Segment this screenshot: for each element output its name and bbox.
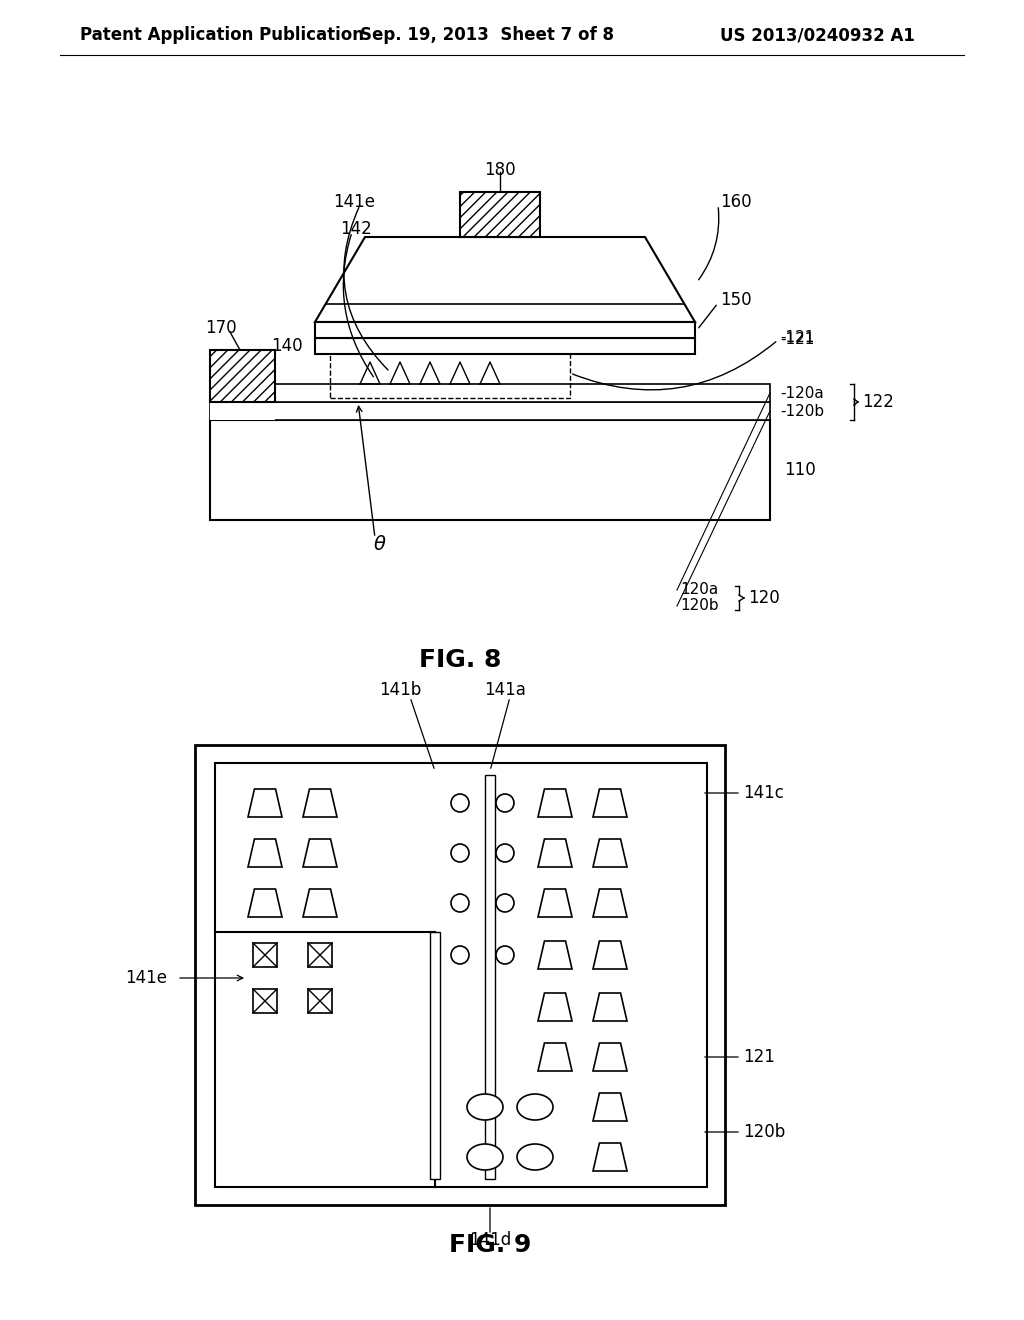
Polygon shape [593, 789, 627, 817]
Text: FIG. 9: FIG. 9 [449, 1233, 531, 1257]
Text: -121: -121 [780, 333, 814, 347]
Polygon shape [538, 1043, 572, 1071]
Polygon shape [593, 840, 627, 867]
Ellipse shape [467, 1094, 503, 1119]
Polygon shape [593, 888, 627, 917]
Text: 180: 180 [484, 161, 516, 180]
Polygon shape [593, 993, 627, 1020]
Text: 120b: 120b [743, 1123, 785, 1140]
Circle shape [451, 946, 469, 964]
Text: 141c: 141c [743, 784, 784, 803]
Ellipse shape [517, 1094, 553, 1119]
Bar [253, 989, 278, 1012]
Text: $\theta$: $\theta$ [373, 536, 387, 554]
Text: US 2013/0240932 A1: US 2013/0240932 A1 [720, 26, 914, 44]
Bar [210, 384, 770, 403]
Ellipse shape [467, 1144, 503, 1170]
Polygon shape [248, 840, 282, 867]
Polygon shape [303, 840, 337, 867]
Bar [330, 348, 570, 399]
Bar [460, 191, 540, 238]
Text: Patent Application Publication: Patent Application Publication [80, 26, 364, 44]
Text: 141d: 141d [469, 1232, 511, 1249]
Text: 160: 160 [720, 193, 752, 211]
Bar [210, 403, 770, 420]
Bar [485, 775, 495, 1179]
Text: 120: 120 [748, 589, 779, 607]
Text: Sep. 19, 2013  Sheet 7 of 8: Sep. 19, 2013 Sheet 7 of 8 [360, 26, 614, 44]
Polygon shape [593, 1043, 627, 1071]
Text: 122: 122 [862, 393, 894, 411]
Text: FIG. 8: FIG. 8 [419, 648, 501, 672]
Text: 140: 140 [271, 337, 303, 355]
Text: 141e: 141e [333, 193, 375, 211]
Circle shape [496, 894, 514, 912]
Polygon shape [538, 941, 572, 969]
Circle shape [496, 795, 514, 812]
Bar [210, 384, 275, 420]
Text: 141b: 141b [379, 681, 421, 700]
Text: 110: 110 [784, 461, 816, 479]
Text: 121: 121 [743, 1048, 775, 1067]
Bar [315, 322, 695, 338]
Bar [253, 942, 278, 968]
Polygon shape [303, 789, 337, 817]
Ellipse shape [517, 1144, 553, 1170]
Bar [315, 338, 695, 354]
Bar [210, 420, 770, 520]
Text: -121: -121 [780, 330, 814, 346]
Polygon shape [315, 238, 695, 322]
Polygon shape [248, 888, 282, 917]
Bar [215, 763, 707, 1187]
Circle shape [451, 795, 469, 812]
Polygon shape [538, 993, 572, 1020]
Bar [308, 942, 332, 968]
Circle shape [496, 946, 514, 964]
Text: -120b: -120b [780, 404, 824, 418]
Bar [195, 744, 725, 1205]
Text: 120a: 120a [680, 582, 718, 598]
Polygon shape [538, 840, 572, 867]
Polygon shape [538, 789, 572, 817]
Text: -120a: -120a [780, 385, 823, 400]
Bar [430, 932, 440, 1179]
Bar [210, 350, 275, 403]
Polygon shape [303, 888, 337, 917]
Polygon shape [593, 1093, 627, 1121]
Circle shape [451, 843, 469, 862]
Text: 142: 142 [340, 220, 372, 238]
Polygon shape [248, 789, 282, 817]
Polygon shape [593, 941, 627, 969]
Circle shape [496, 843, 514, 862]
Circle shape [451, 894, 469, 912]
Text: 150: 150 [720, 290, 752, 309]
Bar [308, 989, 332, 1012]
Text: 120b: 120b [680, 598, 719, 614]
Text: 141a: 141a [484, 681, 526, 700]
Text: 141e: 141e [125, 969, 167, 987]
Text: 170: 170 [205, 319, 237, 337]
Polygon shape [538, 888, 572, 917]
Polygon shape [593, 1143, 627, 1171]
